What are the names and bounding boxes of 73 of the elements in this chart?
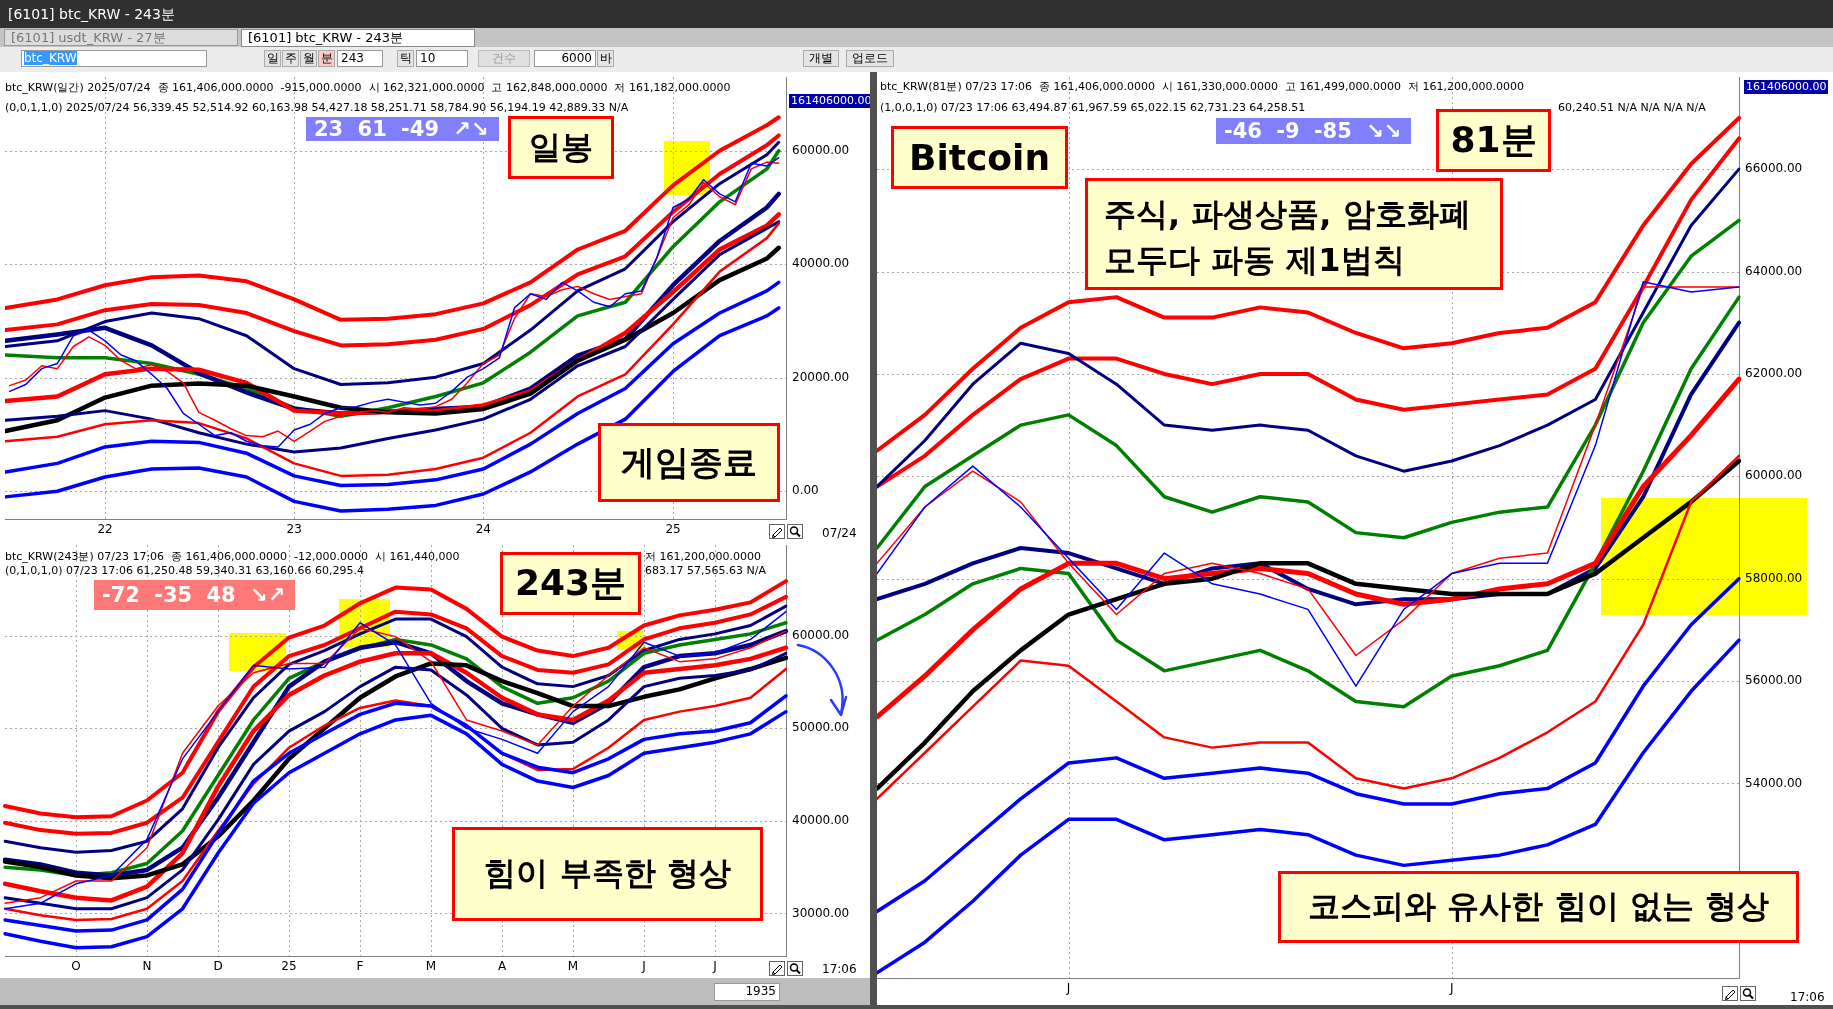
- chart-title: btc_KRW(243분) 07/23 17:06 종 161,406,000.0000 -12,000.0000 시 161,440,000: [5, 550, 460, 564]
- annotation: Bitcoin: [891, 126, 1068, 189]
- annotation: 주식, 파생상품, 암호화폐 모두다 파동 제1법칙: [1085, 178, 1503, 290]
- y-tick-label: 64000.00: [1745, 263, 1803, 278]
- x-tick-label: J: [1065, 981, 1071, 996]
- text: (1,0,0,1,0) 07/23 17:06 63,494.87 61,967.59 65,022.15 62,731.23 64,258.51: [880, 101, 1306, 115]
- y-tick-label: 58000.00: [1745, 570, 1803, 585]
- annotation: 일봉: [508, 116, 614, 179]
- y-tick-label: 60000.00: [792, 142, 850, 157]
- x-tick-label: F: [356, 959, 364, 974]
- annotation: 243분: [500, 552, 641, 615]
- text: (0,1,0,1,0) 07/23 17:06 61,250.48 59,340.31 63,160.66 60,295.4: [5, 564, 364, 578]
- x-tick-label: A: [497, 959, 507, 974]
- x-tick-label: N: [142, 959, 152, 974]
- annotation: 힘이 부족한 형상: [452, 827, 763, 921]
- text: 분: [318, 50, 335, 67]
- annotation: 81분: [1436, 109, 1551, 172]
- y-tick-label: 30000.00: [792, 905, 850, 920]
- text: 10: [416, 50, 468, 67]
- x-tick-label: 25: [281, 959, 297, 974]
- text: [6101] btc_KRW - 243분: [241, 29, 475, 47]
- x-tick-label: J: [641, 959, 646, 974]
- x-tick-label: D: [213, 959, 223, 974]
- text: 161406000.00: [1744, 80, 1829, 94]
- text: 1935: [714, 983, 780, 1001]
- y-tick-label: 20000.00: [792, 369, 850, 384]
- text: 17:06: [822, 962, 857, 976]
- x-tick-label: 23: [286, 522, 302, 537]
- x-tick-label: 25: [665, 522, 681, 537]
- text: (0,0,1,1,0) 2025/07/24 56,339.45 52,514.92 60,163.98 54,427.18 58,251.71 58,784.90 56,194.19 42,889.33 N/A: [5, 101, 629, 115]
- text: 월: [300, 50, 317, 67]
- y-tick-label: 54000.00: [1745, 775, 1803, 790]
- x-tick-label: J: [712, 959, 717, 974]
- annotation: 코스피와 유사한 힘이 없는 형상: [1278, 871, 1799, 943]
- annotation: 60,240.51 N/A N/A N/A N/A: [1558, 101, 1706, 115]
- y-tick-label: 50000.00: [792, 720, 850, 735]
- x-tick-label: M: [567, 959, 579, 974]
- y-tick-label: 40000.00: [792, 256, 850, 271]
- text: 바: [597, 50, 614, 67]
- annotation: -46 -9 -85 ↘↘: [1216, 118, 1412, 144]
- text: [6101] btc_KRW - 243분: [8, 5, 175, 23]
- text: btc_KRW: [24, 51, 77, 65]
- text: 건수: [478, 50, 530, 67]
- text: 6000: [534, 50, 596, 67]
- text: 업로드: [846, 50, 894, 67]
- y-tick-label: 60000.00: [792, 627, 850, 642]
- annotation: 게임종료: [598, 423, 780, 502]
- y-tick-label: 60000.00: [1745, 468, 1803, 483]
- y-tick-label: 62000.00: [1745, 366, 1803, 381]
- text: 17:06: [1790, 990, 1825, 1004]
- text: 07/24: [822, 526, 857, 540]
- chart-title: btc_KRW(81분) 07/23 17:06 종 161,406,000.0000 시 161,330,000.0000 고 161,499,000.0000 저 161,200,000.0000: [880, 80, 1524, 94]
- x-tick-label: M: [425, 959, 437, 974]
- text: 243: [337, 50, 383, 67]
- text: 일: [264, 50, 281, 67]
- text: [6101] usdt_KRW - 27분: [4, 29, 238, 46]
- x-tick-label: 24: [475, 522, 491, 537]
- y-tick-label: 0.00: [792, 483, 819, 498]
- text: 주: [282, 50, 299, 67]
- annotation: 저 161,200,000.0000: [645, 550, 761, 564]
- y-tick-label: 66000.00: [1745, 161, 1803, 176]
- text: 틱: [397, 50, 414, 67]
- text: 개별: [803, 50, 839, 67]
- annotation: 683.17 57,565.63 N/A: [645, 564, 766, 578]
- y-tick-label: 40000.00: [792, 812, 850, 827]
- x-tick-label: 22: [97, 522, 113, 537]
- annotation: 23 61 -49 ↗↘: [306, 117, 499, 141]
- annotation: -72 -35 48 ↘↗: [94, 580, 296, 610]
- x-tick-label: J: [1448, 981, 1454, 996]
- text: 161406000.00: [790, 94, 871, 108]
- y-tick-label: 56000.00: [1745, 673, 1803, 688]
- x-tick-label: O: [71, 959, 81, 974]
- chart-title: btc_KRW(일간) 2025/07/24 종 161,406,000.0000 -915,000.0000 시 162,321,000.0000 고 162,848,000.0000 저 161,182,000.0000: [5, 81, 731, 95]
